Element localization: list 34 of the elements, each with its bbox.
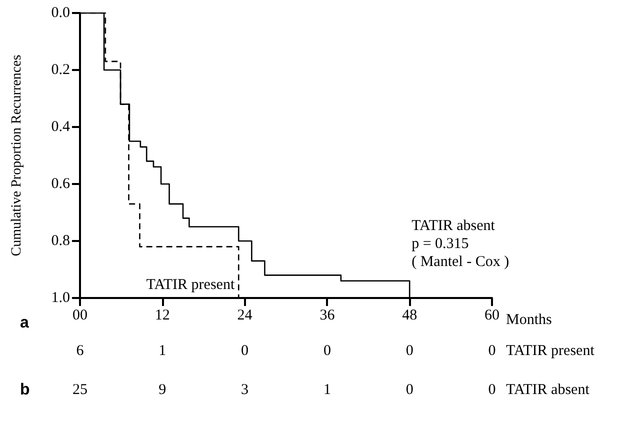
text: TATIR absent [506,382,590,398]
text: TATIR absent [412,218,496,234]
text: 0 [488,382,496,398]
x-tick-label: 48 [402,308,418,324]
x-tick-label: 36 [320,308,336,324]
text: 9 [158,382,166,398]
text: 0 [406,382,414,398]
text: 0 [488,343,496,359]
text: b [20,382,30,398]
annotation: p = 0.315 [412,236,469,252]
x-tick-label: 12 [154,308,170,324]
x-tick-label: 60 [484,308,500,324]
text: TATIR present [506,343,594,359]
text: 25 [72,382,88,398]
y-tick-label: 0.2 [51,62,70,78]
text: a [20,314,29,332]
y-tick-label: 0.0 [51,5,70,21]
text: 6 [76,343,84,359]
series-label: TATIR present [146,277,236,293]
y-axis-title: Cumulative Proportion Recurrences [10,54,24,256]
x-tick-label: 00 [72,308,88,324]
x-tick-label: 24 [237,308,253,324]
y-tick-label: 1.0 [51,290,70,306]
text: 1 [323,382,331,398]
x-axis-title: Months [506,312,552,328]
y-tick-label: 0.6 [51,176,70,192]
annotation: ( Mantel - Cox ) [412,254,510,270]
text: 0 [406,343,414,359]
text: 3 [241,382,249,398]
text: 0 [241,343,249,359]
y-tick-label: 0.4 [51,119,70,135]
text: 0 [323,343,331,359]
text: 1 [158,343,166,359]
y-tick-label: 0.8 [51,233,70,249]
